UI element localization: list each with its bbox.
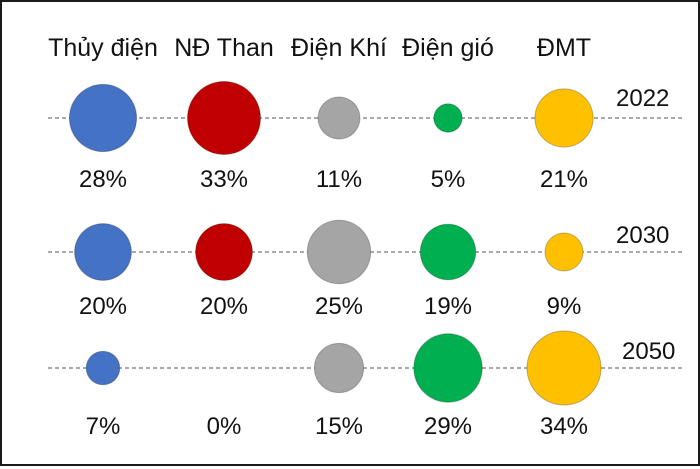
category-label-1: NĐ Than <box>174 34 274 62</box>
bubble-2050-2 <box>313 342 365 394</box>
value-label-2022-0: 28% <box>79 166 127 193</box>
bubble-2050-0 <box>85 350 121 386</box>
value-label-2050-2: 15% <box>315 413 363 440</box>
bubble-2050-3 <box>413 333 483 403</box>
year-label-2030: 2030 <box>616 222 669 249</box>
bubble-2030-3 <box>419 223 477 281</box>
category-label-0: Thủy điện <box>48 34 158 62</box>
bubble-2050-4 <box>526 330 602 406</box>
value-label-2022-2: 11% <box>316 166 362 193</box>
value-label-2030-3: 19% <box>424 293 472 320</box>
bubble-2022-4 <box>534 88 594 148</box>
year-label-2022: 2022 <box>616 85 669 112</box>
value-label-2022-4: 21% <box>540 166 588 193</box>
value-label-2050-1: 0% <box>207 413 242 440</box>
bubble-2022-3 <box>433 103 463 133</box>
value-label-2030-1: 20% <box>200 293 248 320</box>
bubble-2030-1 <box>195 223 253 281</box>
value-label-2030-4: 9% <box>547 293 582 320</box>
bubble-2022-0 <box>68 83 138 153</box>
category-label-3: Điện gió <box>402 34 494 62</box>
bubble-2030-0 <box>74 223 132 281</box>
value-label-2050-0: 7% <box>86 413 121 440</box>
value-label-2030-0: 20% <box>79 293 127 320</box>
bubble-2022-1 <box>187 81 261 155</box>
value-label-2050-3: 29% <box>424 413 472 440</box>
value-label-2030-2: 25% <box>315 293 363 320</box>
category-label-2: Điện Khí <box>291 34 387 62</box>
value-label-2022-1: 33% <box>200 166 248 193</box>
value-label-2050-4: 34% <box>540 413 588 440</box>
bubble-2030-4 <box>544 232 584 272</box>
bubble-chart: Thủy điện NĐ Than Điện Khí Điện gió ĐMT 2022 2… <box>48 34 684 440</box>
bubble-2030-2 <box>306 219 372 285</box>
bubble-2022-2 <box>317 96 361 140</box>
value-label-2022-3: 5% <box>431 166 466 193</box>
category-label-4: ĐMT <box>537 34 591 62</box>
year-label-2050: 2050 <box>622 338 675 365</box>
